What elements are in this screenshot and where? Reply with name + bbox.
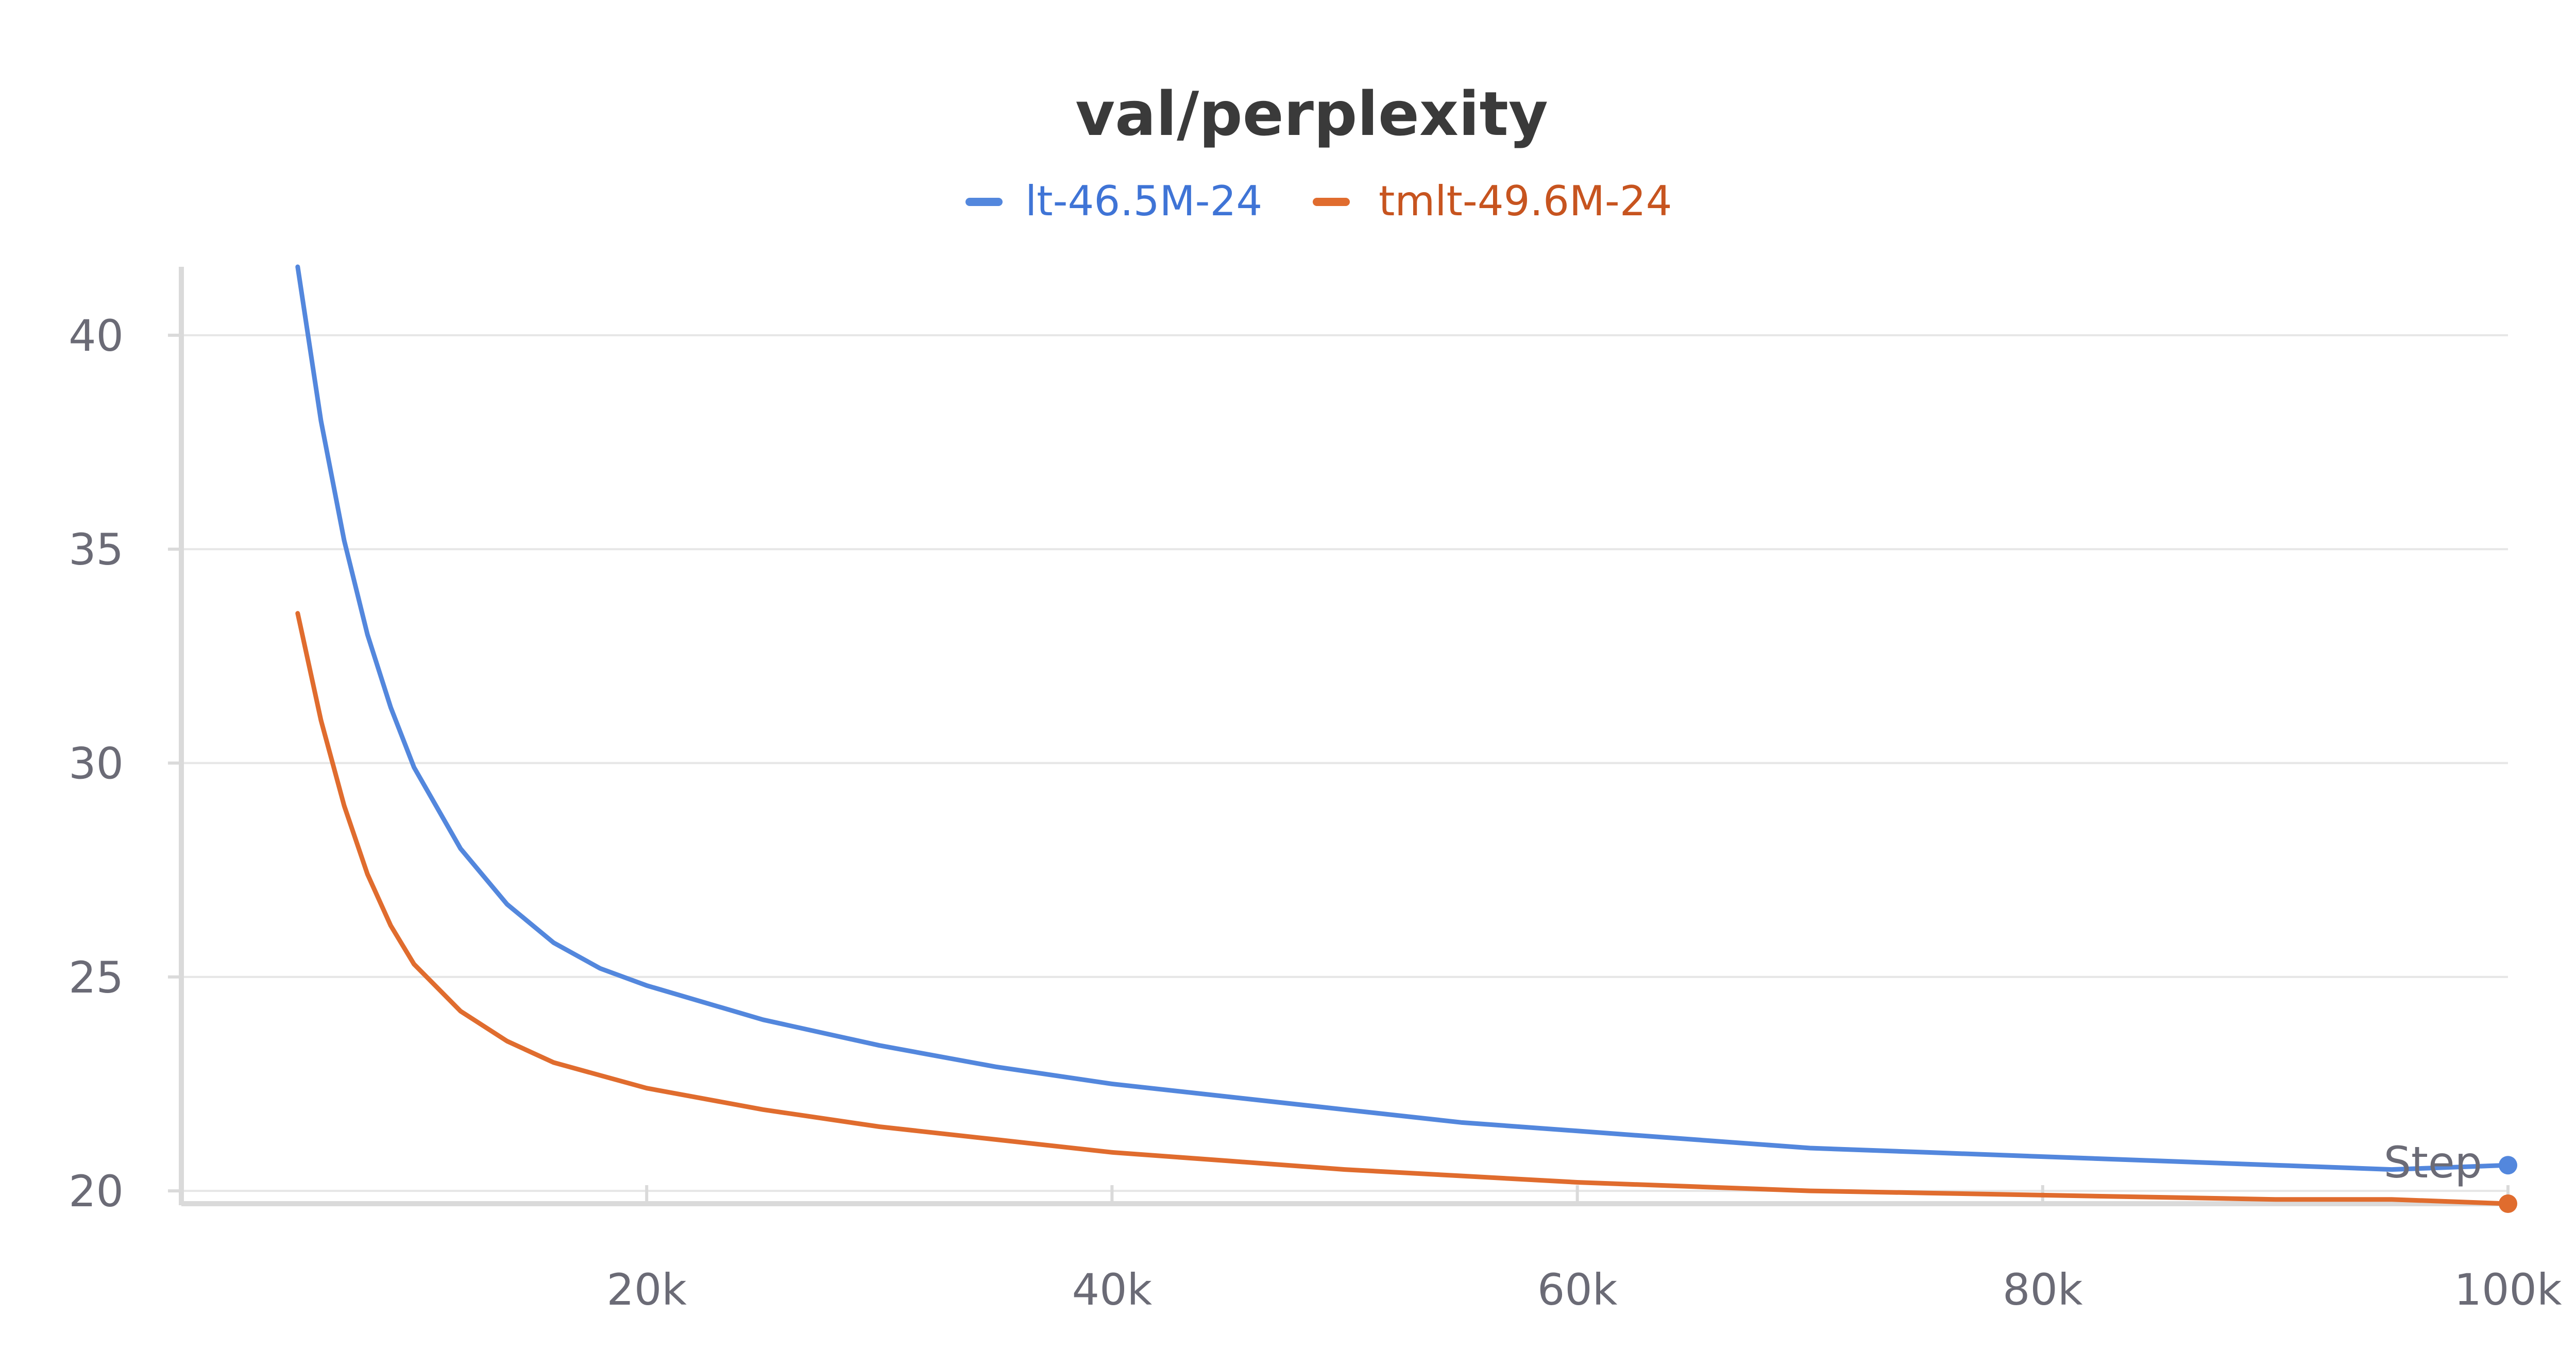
y-tick-label-35: 35 bbox=[69, 524, 124, 575]
series bbox=[295, 264, 2517, 1213]
y-tick-label-25: 25 bbox=[69, 952, 124, 1003]
x-tick-label-20000: 20k bbox=[606, 1264, 687, 1315]
x-axis-label: Step bbox=[2384, 1137, 2482, 1188]
x-tick-label-40000: 40k bbox=[1072, 1264, 1153, 1315]
legend-label-lt: lt-46.5M-24 bbox=[1025, 177, 1262, 225]
legend-item-tmlt[interactable]: tmlt-49.6M-24 bbox=[1313, 177, 1672, 225]
y-ticks: 20 25 30 35 40 bbox=[69, 311, 181, 1217]
x-tick-label-80000: 80k bbox=[2003, 1264, 2083, 1315]
chart-title: val/perplexity bbox=[1075, 78, 1548, 149]
legend: lt-46.5M-24 tmlt-49.6M-24 bbox=[965, 177, 1672, 225]
axes bbox=[179, 267, 2508, 1206]
y-tick-label-40: 40 bbox=[69, 311, 124, 361]
legend-item-lt[interactable]: lt-46.5M-24 bbox=[965, 177, 1262, 225]
legend-swatch-lt bbox=[965, 198, 1003, 206]
grid bbox=[181, 334, 2508, 1192]
y-tick-label-20: 20 bbox=[69, 1166, 124, 1217]
series-line-lt bbox=[295, 264, 2511, 1172]
x-tick-label-100000: 100k bbox=[2454, 1264, 2562, 1315]
legend-swatch-tmlt bbox=[1313, 198, 1350, 206]
y-tick-label-30: 30 bbox=[69, 738, 124, 789]
x-ticks: 20k 40k 60k 80k 100k bbox=[606, 1185, 2562, 1315]
series-line-tmlt bbox=[295, 611, 2511, 1206]
x-tick-label-60000: 60k bbox=[1537, 1264, 1618, 1315]
legend-label-tmlt: tmlt-49.6M-24 bbox=[1379, 177, 1672, 225]
series-end-point-lt[interactable] bbox=[2499, 1156, 2517, 1175]
series-end-point-tmlt[interactable] bbox=[2499, 1194, 2517, 1213]
